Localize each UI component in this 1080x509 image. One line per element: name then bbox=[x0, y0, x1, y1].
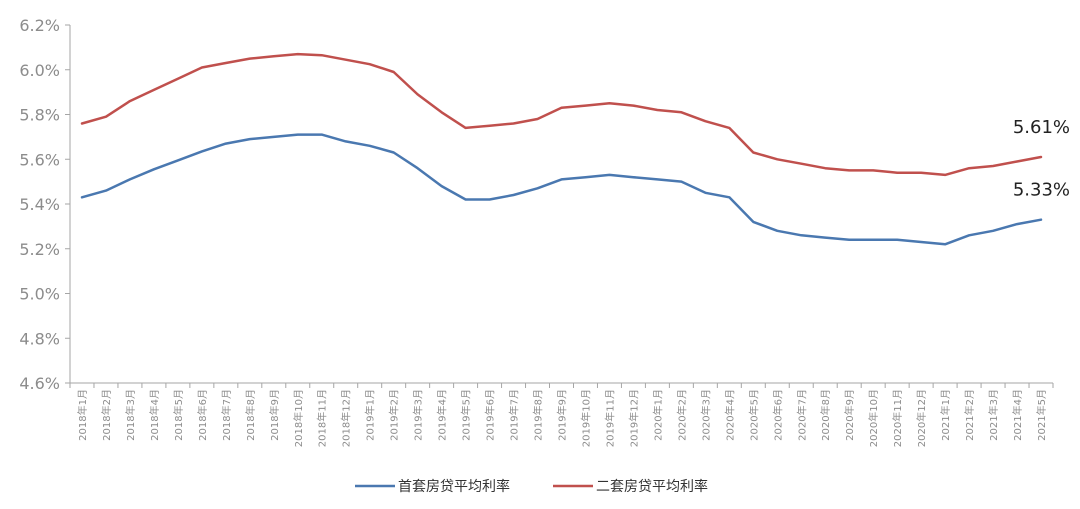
x-tick-label: 2018年10月 bbox=[292, 389, 305, 447]
x-tick-label: 2018年3月 bbox=[124, 389, 137, 441]
legend: 首套房贷平均利率 二套房贷平均利率 bbox=[355, 478, 708, 495]
y-tick-label: 5.8% bbox=[19, 106, 60, 125]
series-line-2 bbox=[80, 52, 1043, 177]
x-tick-label: 2019年3月 bbox=[412, 389, 425, 441]
x-tick-label: 2020年12月 bbox=[915, 389, 928, 447]
y-tick-label: 4.8% bbox=[19, 329, 60, 348]
x-tick-label: 2019年7月 bbox=[508, 389, 521, 441]
x-tick-label: 2021年1月 bbox=[939, 389, 952, 441]
y-tick-label: 5.0% bbox=[19, 285, 60, 304]
legend-label-2: 二套房贷平均利率 bbox=[596, 478, 708, 495]
x-tick-label: 2019年5月 bbox=[460, 389, 473, 441]
x-tick-label: 2020年7月 bbox=[795, 389, 808, 441]
x-tick-label: 2020年5月 bbox=[747, 389, 760, 441]
x-tick-label: 2020年2月 bbox=[675, 389, 688, 441]
y-tick-label: 4.6% bbox=[19, 374, 60, 393]
x-tick-label: 2018年8月 bbox=[244, 389, 257, 441]
x-tick-label: 2021年2月 bbox=[963, 389, 976, 441]
x-tick-label: 2019年2月 bbox=[388, 389, 401, 441]
y-tick-label: 5.6% bbox=[19, 150, 60, 169]
end-label-series-2: 5.61% bbox=[1013, 117, 1070, 138]
x-tick-label: 2020年4月 bbox=[723, 389, 736, 441]
x-tick-label: 2020年10月 bbox=[867, 389, 880, 447]
x-tick-label: 2018年7月 bbox=[220, 389, 233, 441]
x-tick-label: 2019年12月 bbox=[627, 389, 640, 447]
axes bbox=[69, 25, 1053, 384]
x-tick-label: 2018年1月 bbox=[76, 389, 89, 441]
x-tick-label: 2019年4月 bbox=[436, 389, 449, 441]
series-line-1 bbox=[80, 133, 1043, 246]
x-tick-label: 2018年6月 bbox=[196, 389, 209, 441]
x-tick-label: 2019年8月 bbox=[532, 389, 545, 441]
x-tick-label: 2020年8月 bbox=[819, 389, 832, 441]
x-tick-label: 2021年5月 bbox=[1035, 389, 1048, 441]
x-tick-label: 2018年4月 bbox=[148, 389, 161, 441]
x-tick-label: 2018年2月 bbox=[100, 389, 113, 441]
x-tick-label: 2019年10月 bbox=[579, 389, 592, 447]
legend-label-1: 首套房贷平均利率 bbox=[398, 478, 510, 495]
x-tick-label: 2018年11月 bbox=[316, 389, 329, 447]
x-tick-label: 2020年11月 bbox=[891, 389, 904, 447]
y-tick-label: 6.2% bbox=[19, 16, 60, 35]
end-label-series-1: 5.33% bbox=[1013, 180, 1070, 201]
y-tick-label: 5.4% bbox=[19, 195, 60, 214]
y-tick-label: 6.0% bbox=[19, 61, 60, 80]
end-labels: 5.33% 5.61% bbox=[1013, 117, 1070, 201]
x-tick-label: 2018年5月 bbox=[172, 389, 185, 441]
x-tick-label: 2019年6月 bbox=[484, 389, 497, 441]
x-axis-ticks: 2018年1月 2018年2月 2018年3月 2018年4月 2018年5月 2018年… bbox=[69, 383, 1054, 447]
x-tick-label: 2020年9月 bbox=[843, 389, 856, 441]
x-tick-label: 2020年6月 bbox=[771, 389, 784, 441]
x-tick-label: 2020年3月 bbox=[699, 389, 712, 441]
x-tick-label: 2019年9月 bbox=[556, 389, 569, 441]
y-axis-ticks: 4.6% 4.8% 5.0% 5.2% 5.4% 5.6% 5.8% 6.0% 6.2% bbox=[19, 16, 70, 393]
x-tick-label: 2019年1月 bbox=[364, 389, 377, 441]
x-tick-label: 2018年12月 bbox=[340, 389, 353, 447]
x-tick-label: 2021年3月 bbox=[987, 389, 1000, 441]
x-tick-label: 2018年9月 bbox=[268, 389, 281, 441]
x-tick-label: 2019年11月 bbox=[603, 389, 616, 447]
x-tick-label: 2020年1月 bbox=[651, 389, 664, 441]
x-tick-label: 2021年4月 bbox=[1011, 389, 1024, 441]
y-tick-label: 5.2% bbox=[19, 240, 60, 259]
series-lines bbox=[80, 52, 1043, 246]
